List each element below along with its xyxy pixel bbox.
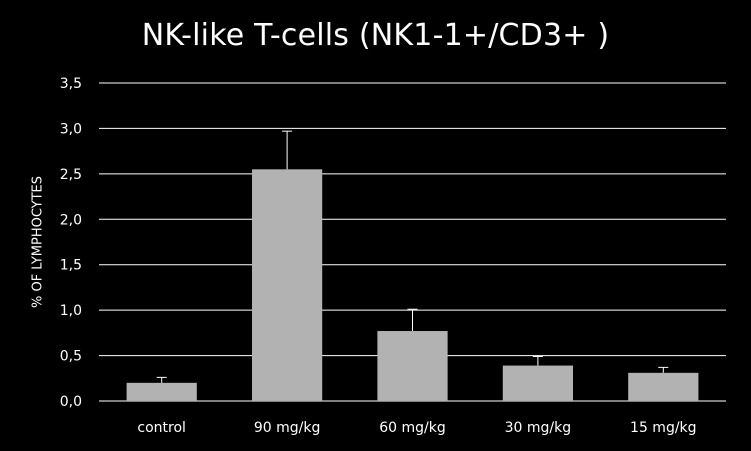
bar <box>628 372 699 401</box>
y-tick-label: 2,0 <box>60 212 82 228</box>
y-tick-label: 2,5 <box>60 167 82 183</box>
y-tick-label: 0,5 <box>60 349 82 365</box>
y-tick-label: 1,5 <box>60 258 82 274</box>
bar <box>251 169 323 401</box>
bar <box>377 331 448 401</box>
y-tick-label: 3,0 <box>60 121 82 137</box>
y-tick-label: 3,5 <box>60 76 82 92</box>
x-tick-label: control <box>137 420 186 436</box>
y-tick-label: 0,0 <box>60 394 82 410</box>
x-tick-label: 15 mg/kg <box>630 420 697 436</box>
x-tick-label: 30 mg/kg <box>505 420 572 436</box>
bar <box>126 382 197 401</box>
x-tick-label: 90 mg/kg <box>254 420 321 436</box>
y-tick-label: 1,0 <box>60 303 82 319</box>
x-tick-label: 60 mg/kg <box>379 420 446 436</box>
bar <box>502 365 574 401</box>
chart-title: NK-like T-cells (NK1-1+/CD3+ ) <box>141 18 610 53</box>
